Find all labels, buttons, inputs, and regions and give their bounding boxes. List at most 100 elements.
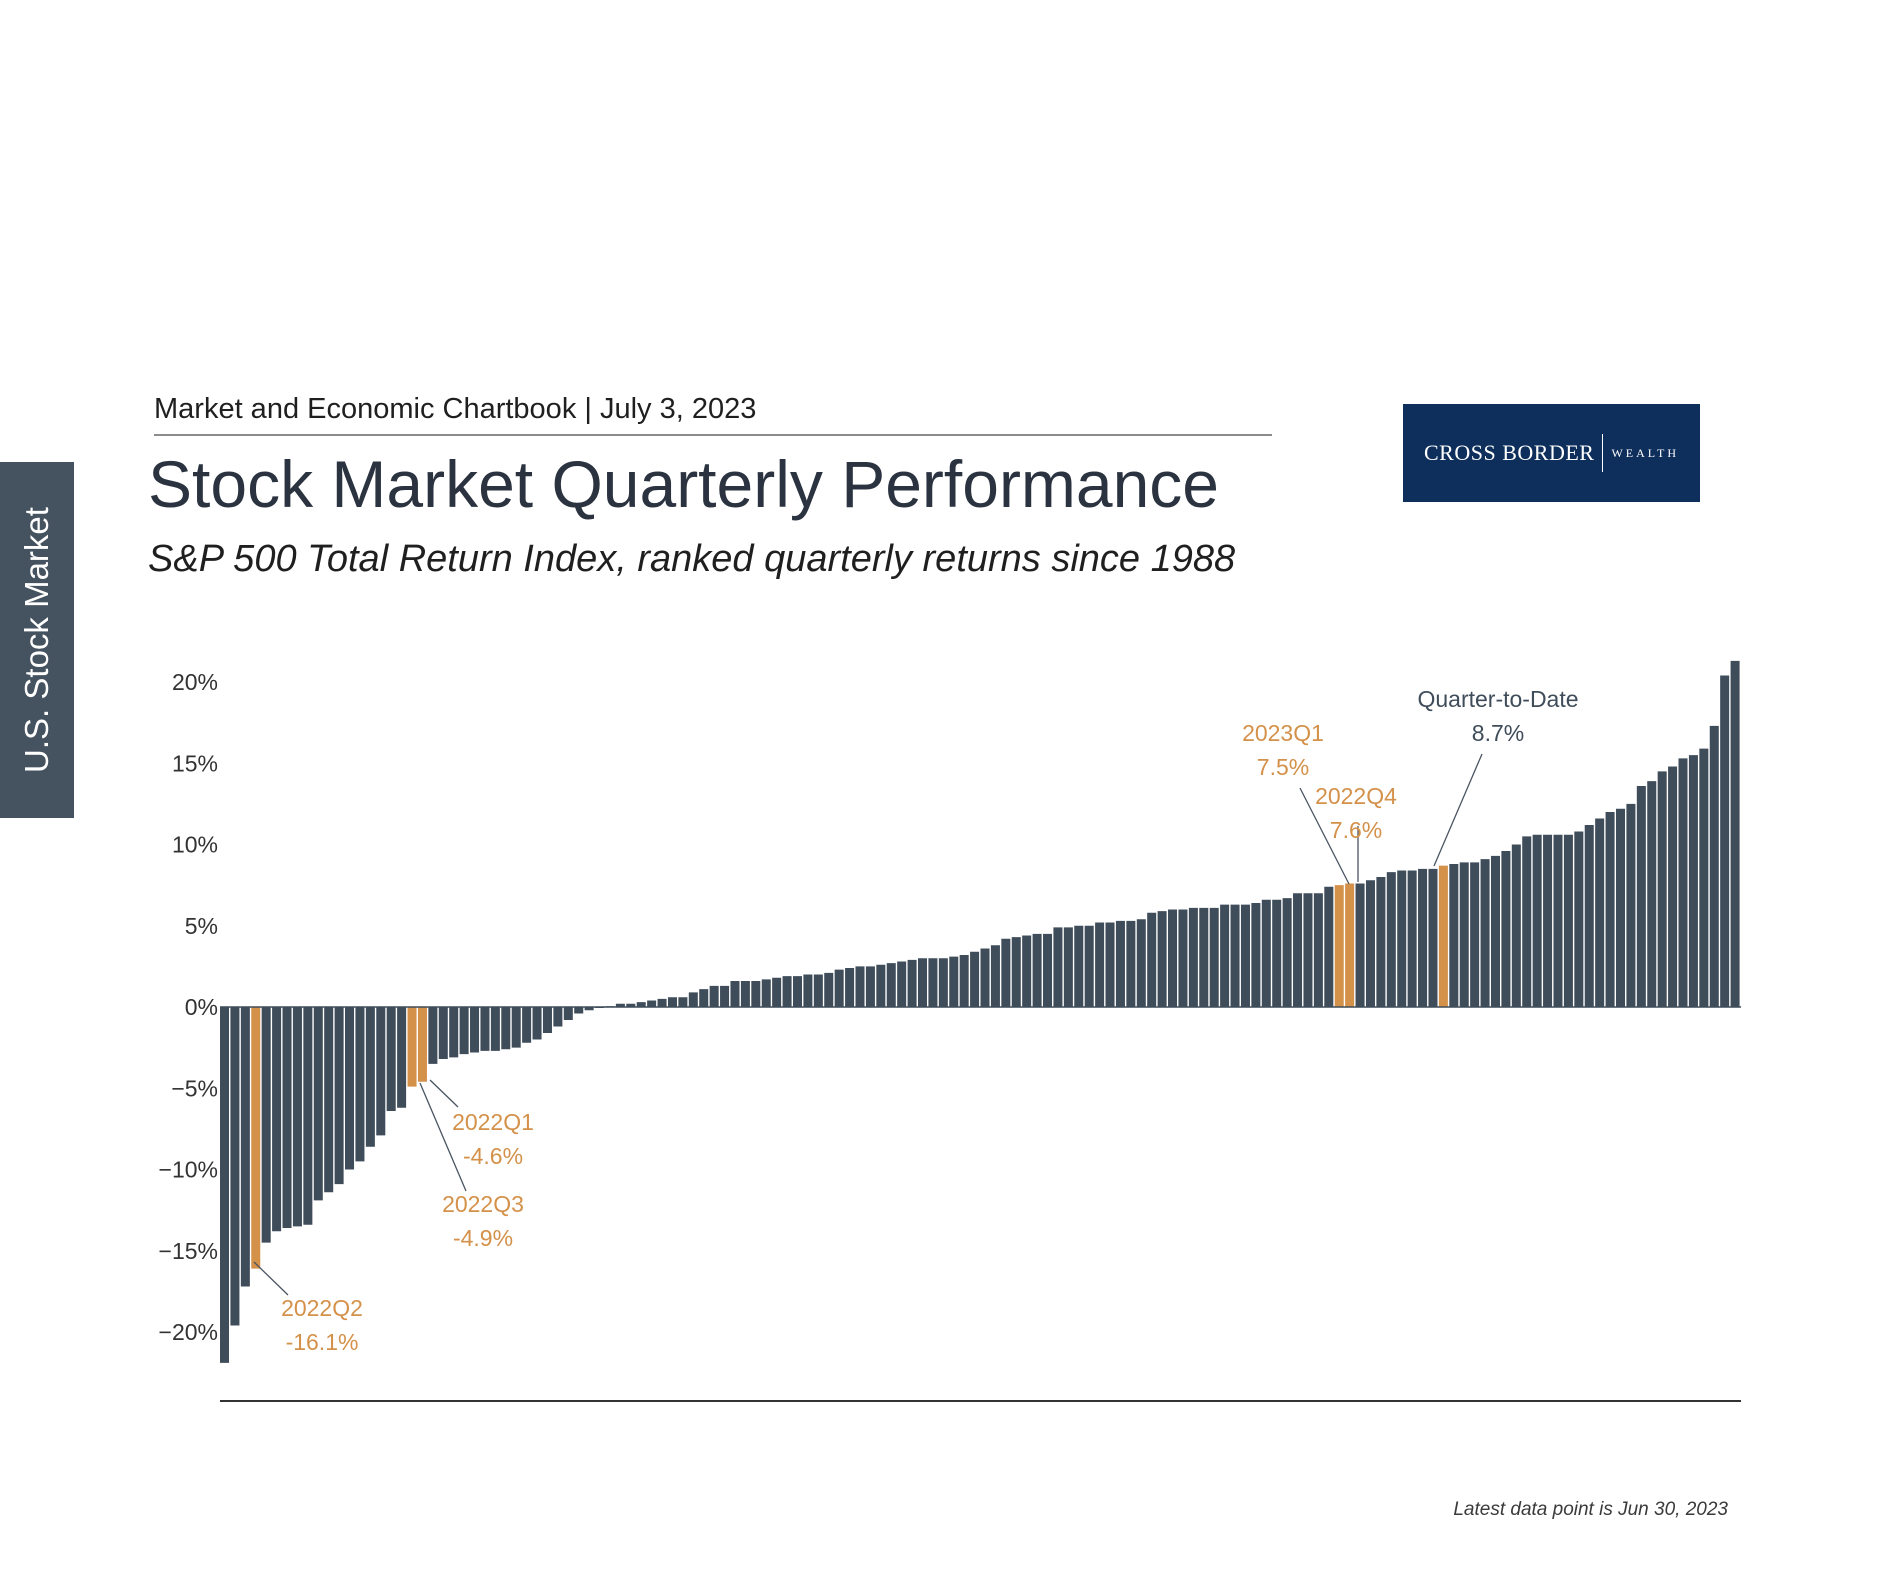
annotation-leader-line	[1433, 753, 1483, 867]
page-subtitle: S&P 500 Total Return Index, ranked quart…	[148, 538, 1236, 580]
logo-separator	[1602, 434, 1604, 472]
bar	[938, 958, 948, 1007]
bar	[1574, 831, 1584, 1007]
bar	[230, 1007, 240, 1326]
bar	[667, 997, 677, 1007]
bar	[292, 1007, 302, 1227]
bar	[917, 958, 928, 1007]
bar	[1449, 864, 1459, 1007]
bar	[1168, 909, 1178, 1007]
annotation-value: 7.5%	[1257, 754, 1309, 780]
bar	[261, 1007, 271, 1243]
bar	[1272, 899, 1282, 1007]
bar	[1220, 904, 1230, 1008]
bar	[1199, 907, 1209, 1008]
bar	[1490, 855, 1500, 1008]
bar	[397, 1007, 407, 1108]
bar	[709, 985, 719, 1008]
bar	[282, 1007, 292, 1228]
bar	[1043, 933, 1053, 1008]
bar	[897, 961, 907, 1007]
bar	[1543, 834, 1553, 1007]
annotation-value: 8.7%	[1472, 720, 1524, 746]
bar	[511, 1007, 521, 1048]
annotation-value: -4.6%	[463, 1143, 523, 1169]
bar	[563, 1007, 573, 1020]
bar	[1230, 904, 1240, 1008]
bar	[772, 977, 782, 1007]
highlighted-bar	[251, 1007, 261, 1269]
annotation-leader-line	[1299, 787, 1350, 885]
bar	[1303, 893, 1313, 1007]
bar	[657, 998, 667, 1008]
bar	[1282, 898, 1292, 1008]
bar	[459, 1007, 469, 1055]
bar	[1126, 920, 1136, 1008]
y-tick-label: 0%	[185, 994, 218, 1020]
bar	[532, 1007, 542, 1040]
bar	[928, 958, 938, 1007]
highlighted-bar	[407, 1007, 417, 1087]
bar	[1147, 912, 1157, 1007]
bar	[688, 992, 698, 1008]
y-tick-label: 10%	[172, 832, 218, 858]
bar	[865, 966, 875, 1008]
annotation-leader-line	[253, 1261, 289, 1296]
bar	[751, 981, 761, 1007]
bar	[1511, 844, 1521, 1007]
bar	[1647, 781, 1657, 1008]
bar	[376, 1007, 386, 1136]
bar	[1355, 883, 1365, 1007]
bar	[1532, 834, 1542, 1007]
bar	[761, 979, 771, 1008]
bar	[834, 969, 844, 1008]
bar	[365, 1007, 375, 1147]
bar	[1209, 907, 1219, 1008]
bar	[480, 1007, 490, 1051]
bar	[1709, 725, 1719, 1008]
bar	[803, 974, 813, 1007]
bar	[1397, 870, 1407, 1007]
bar	[584, 1007, 594, 1011]
bar	[1084, 925, 1094, 1007]
bar	[1636, 786, 1646, 1007]
bar	[720, 985, 730, 1008]
bar	[949, 956, 959, 1008]
bar	[782, 976, 792, 1008]
bar	[740, 981, 750, 1007]
annotation-label: 2022Q3	[442, 1191, 524, 1217]
bar	[1480, 859, 1490, 1008]
bar	[699, 989, 709, 1008]
chartbook-header: Market and Economic Chartbook | July 3, …	[154, 393, 757, 425]
logo-primary: CROSS BORDER	[1424, 440, 1595, 465]
bar	[792, 976, 802, 1008]
annotation-label: 2022Q4	[1315, 783, 1397, 809]
bar	[1688, 755, 1698, 1008]
highlighted-bar	[417, 1007, 427, 1082]
bar	[1595, 818, 1605, 1007]
bar	[1730, 660, 1740, 1008]
bar	[1626, 803, 1636, 1008]
bar	[324, 1007, 334, 1193]
bar	[438, 1007, 448, 1059]
bar	[990, 945, 1000, 1007]
section-tab[interactable]: U.S. Stock Market	[0, 462, 74, 818]
bar	[730, 981, 740, 1007]
annotation-value: 7.6%	[1330, 817, 1382, 843]
bar	[1115, 920, 1125, 1008]
annotation-label: 2022Q2	[281, 1295, 363, 1321]
bar	[1011, 937, 1021, 1008]
bar	[1470, 862, 1480, 1008]
annotation-leader-line	[419, 1082, 467, 1192]
bar	[1563, 834, 1573, 1007]
bar	[1293, 893, 1303, 1007]
bar	[647, 1000, 657, 1007]
y-tick-label: 5%	[185, 913, 218, 939]
bar	[1668, 766, 1678, 1007]
annotation-label: 2023Q1	[1242, 720, 1324, 746]
bar	[1240, 904, 1250, 1008]
bar	[855, 966, 865, 1008]
y-tick-label: 20%	[172, 669, 218, 695]
annotation-leader-line	[429, 1079, 459, 1108]
bar	[886, 963, 896, 1008]
